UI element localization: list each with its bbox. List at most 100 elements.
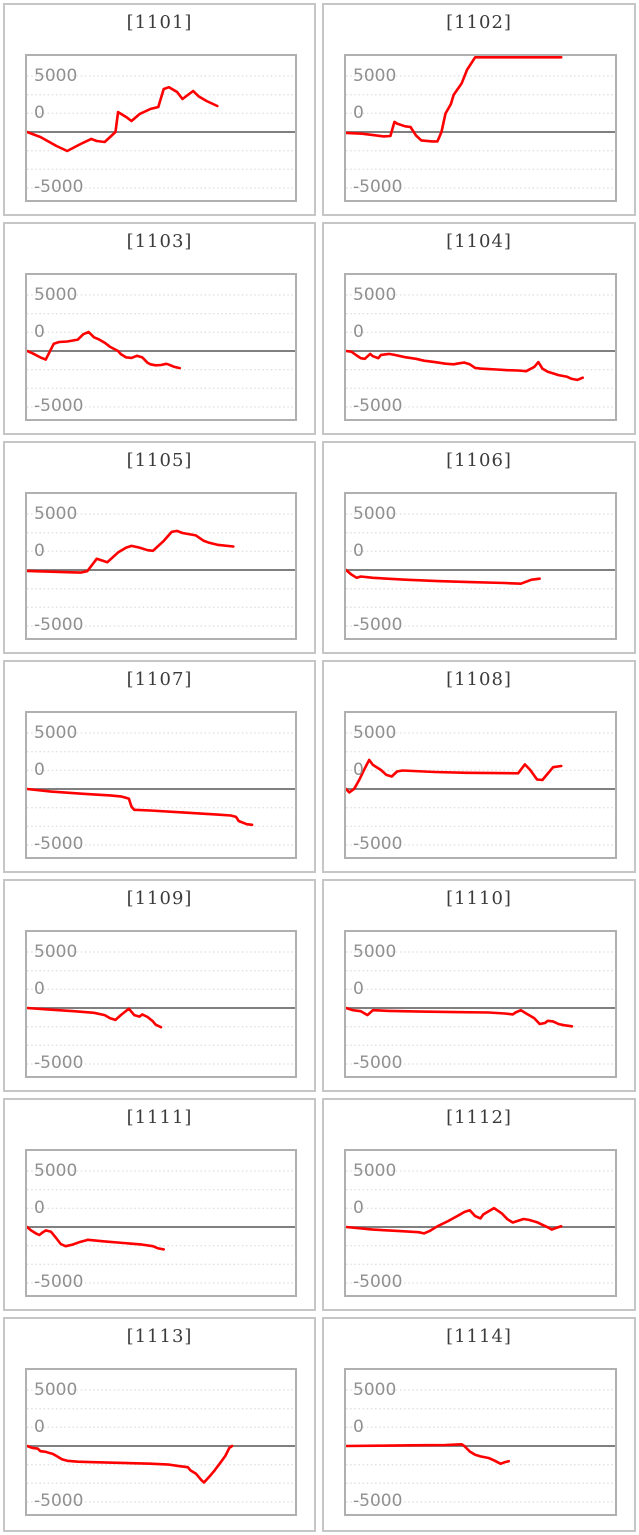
- slump-graph-plot: 5000 0 -5000: [25, 930, 297, 1078]
- slump-graph-plot: 5000 0 -5000: [25, 273, 297, 421]
- slump-graph-svg: [27, 294, 295, 408]
- slump-graph-svg: [346, 1389, 615, 1503]
- y-axis-label-neg5000: -5000: [34, 1053, 84, 1073]
- slump-graph-svg: [346, 1170, 615, 1284]
- y-axis-label-5000: 5000: [34, 66, 78, 86]
- slump-graph-svg: [346, 56, 615, 189]
- machine-number-title: [1102]: [446, 12, 512, 33]
- machine-chart-card: [1102] 5000 0 -5000: [322, 3, 636, 216]
- machine-chart-card: [1110] 5000 0 -5000: [322, 879, 636, 1092]
- y-axis-label-0: 0: [353, 103, 364, 123]
- machine-number-title: [1104]: [446, 231, 512, 252]
- y-axis-label-0: 0: [34, 103, 45, 123]
- payout-line: [346, 1006, 574, 1028]
- slump-graph-plot: 5000 0 -5000: [25, 1368, 297, 1516]
- y-axis-label-0: 0: [353, 1417, 364, 1437]
- machine-number-title: [1105]: [126, 450, 193, 471]
- y-axis-label-0: 0: [34, 541, 45, 561]
- machine-chart-card: [1103] 5000 0 -5000: [3, 222, 316, 435]
- y-axis-label-neg5000: -5000: [353, 1053, 403, 1073]
- slump-graph-plot: 5000 0 -5000: [25, 711, 297, 859]
- y-axis-label-5000: 5000: [353, 504, 397, 524]
- y-axis-label-0: 0: [34, 760, 45, 780]
- y-axis-label-0: 0: [353, 979, 364, 999]
- y-axis-label-neg5000: -5000: [353, 1272, 403, 1292]
- y-axis-label-5000: 5000: [353, 285, 397, 305]
- y-axis-label-neg5000: -5000: [34, 177, 84, 197]
- slump-graph-svg: [27, 75, 295, 189]
- payout-line: [27, 1225, 166, 1251]
- slump-graph-svg: [27, 1389, 295, 1503]
- y-axis-label-0: 0: [353, 1198, 364, 1218]
- machine-chart-card: [1104] 5000 0 -5000: [322, 222, 636, 435]
- y-axis-label-5000: 5000: [353, 1380, 397, 1400]
- slump-graph-svg: [346, 732, 615, 846]
- machine-chart-card: [1106] 5000 0 -5000: [322, 441, 636, 654]
- payout-line: [27, 85, 219, 153]
- slump-graph-svg: [27, 513, 295, 627]
- machine-number-title: [1113]: [126, 1326, 193, 1347]
- y-axis-label-5000: 5000: [34, 504, 78, 524]
- y-axis-label-0: 0: [34, 979, 45, 999]
- payout-line: [346, 56, 563, 143]
- machine-number-title: [1103]: [126, 231, 193, 252]
- slump-graph-plot: 5000 0 -5000: [344, 1368, 617, 1516]
- machine-chart-card: [1101] 5000 0 -5000: [3, 3, 316, 216]
- y-axis-label-neg5000: -5000: [353, 615, 403, 635]
- slump-graph-svg: [27, 1170, 295, 1284]
- y-axis-label-5000: 5000: [353, 1161, 397, 1181]
- y-axis-label-0: 0: [34, 322, 45, 342]
- slump-graph-svg: [27, 951, 295, 1065]
- payout-line: [27, 330, 182, 370]
- slump-graph-plot: 5000 0 -5000: [25, 1149, 297, 1297]
- machine-chart-card: [1114] 5000 0 -5000: [322, 1317, 636, 1532]
- y-axis-label-neg5000: -5000: [34, 396, 84, 416]
- payout-line: [27, 787, 254, 827]
- y-axis-label-0: 0: [353, 541, 364, 561]
- payout-line: [346, 1443, 511, 1466]
- y-axis-label-0: 0: [353, 322, 364, 342]
- y-axis-label-5000: 5000: [353, 66, 397, 86]
- y-axis-label-neg5000: -5000: [34, 615, 84, 635]
- y-axis-label-5000: 5000: [353, 942, 397, 962]
- machine-number-title: [1110]: [446, 888, 512, 909]
- machine-chart-card: [1109] 5000 0 -5000: [3, 879, 316, 1092]
- payout-line: [27, 1006, 163, 1029]
- slump-graph-plot: 5000 0 -5000: [344, 492, 617, 640]
- machine-number-title: [1108]: [446, 669, 512, 690]
- y-axis-label-5000: 5000: [353, 723, 397, 743]
- machine-number-title: [1106]: [446, 450, 512, 471]
- y-axis-label-5000: 5000: [34, 723, 78, 743]
- slump-graph-plot: 5000 0 -5000: [344, 54, 617, 202]
- y-axis-label-neg5000: -5000: [353, 396, 403, 416]
- machine-chart-card: [1108] 5000 0 -5000: [322, 660, 636, 873]
- machine-chart-card: [1107] 5000 0 -5000: [3, 660, 316, 873]
- slump-graph-plot: 5000 0 -5000: [25, 492, 297, 640]
- slump-graph-svg: [346, 951, 615, 1065]
- slump-graph-svg: [27, 732, 295, 846]
- machine-number-title: [1114]: [446, 1326, 512, 1347]
- y-axis-label-neg5000: -5000: [353, 834, 403, 854]
- machine-number-title: [1101]: [126, 12, 193, 33]
- y-axis-label-neg5000: -5000: [34, 1272, 84, 1292]
- slump-graph-plot: 5000 0 -5000: [344, 273, 617, 421]
- y-axis-label-neg5000: -5000: [353, 177, 403, 197]
- machine-chart-card: [1105] 5000 0 -5000: [3, 441, 316, 654]
- y-axis-label-5000: 5000: [34, 942, 78, 962]
- slump-graph-svg: [346, 513, 615, 627]
- machine-number-title: [1109]: [126, 888, 193, 909]
- slump-graph-plot: 5000 0 -5000: [344, 1149, 617, 1297]
- y-axis-label-5000: 5000: [34, 1161, 78, 1181]
- y-axis-label-5000: 5000: [34, 285, 78, 305]
- slump-graph-svg: [346, 294, 615, 408]
- slump-graph-plot: 5000 0 -5000: [25, 54, 297, 202]
- payout-line: [27, 1444, 234, 1484]
- y-axis-label-5000: 5000: [34, 1380, 78, 1400]
- machine-chart-card: [1113] 5000 0 -5000: [3, 1317, 316, 1532]
- y-axis-label-neg5000: -5000: [34, 1491, 84, 1511]
- machine-number-title: [1111]: [126, 1107, 193, 1128]
- machine-chart-card: [1112] 5000 0 -5000: [322, 1098, 636, 1311]
- y-axis-label-0: 0: [34, 1198, 45, 1218]
- payout-line: [27, 529, 235, 574]
- slump-graph-plot: 5000 0 -5000: [344, 711, 617, 859]
